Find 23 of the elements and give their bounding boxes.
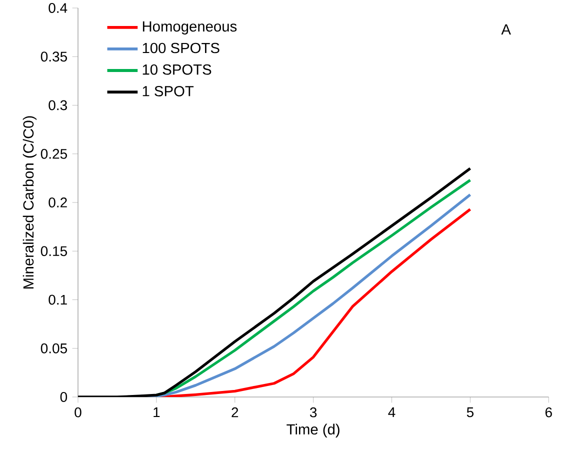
y-tick-label: 0.05 <box>40 343 68 354</box>
legend-label: 1 SPOT <box>142 86 194 96</box>
y-tick-label: 0 <box>60 392 68 402</box>
y-axis-title: Mineralized Carbon (C/C0) <box>22 116 37 288</box>
y-tick-label: 0.3 <box>48 100 67 110</box>
x-tick-label: 6 <box>545 407 552 418</box>
y-tick-label: 0.2 <box>48 198 67 208</box>
legend-label: 10 SPOTS <box>142 64 212 75</box>
x-axis-title: Time (d) <box>286 424 340 438</box>
y-tick-label: 0.1 <box>48 294 67 305</box>
y-tick-label: 0.35 <box>40 52 68 62</box>
annotation: A <box>501 24 511 34</box>
x-tick-label: 5 <box>466 407 474 418</box>
y-tick-label: 0.4 <box>48 3 68 13</box>
x-tick-label: 4 <box>388 407 396 418</box>
x-tick-label: 2 <box>232 407 238 418</box>
x-tick-label: 1 <box>154 407 160 418</box>
x-tick-label: 3 <box>310 407 317 418</box>
legend-label: 100 SPOTS <box>142 42 220 54</box>
y-tick-label: 0.15 <box>40 246 68 256</box>
x-tick-label: 0 <box>74 407 82 418</box>
legend-label: Homogeneous <box>142 21 237 34</box>
y-tick-label: 0.25 <box>40 148 68 159</box>
